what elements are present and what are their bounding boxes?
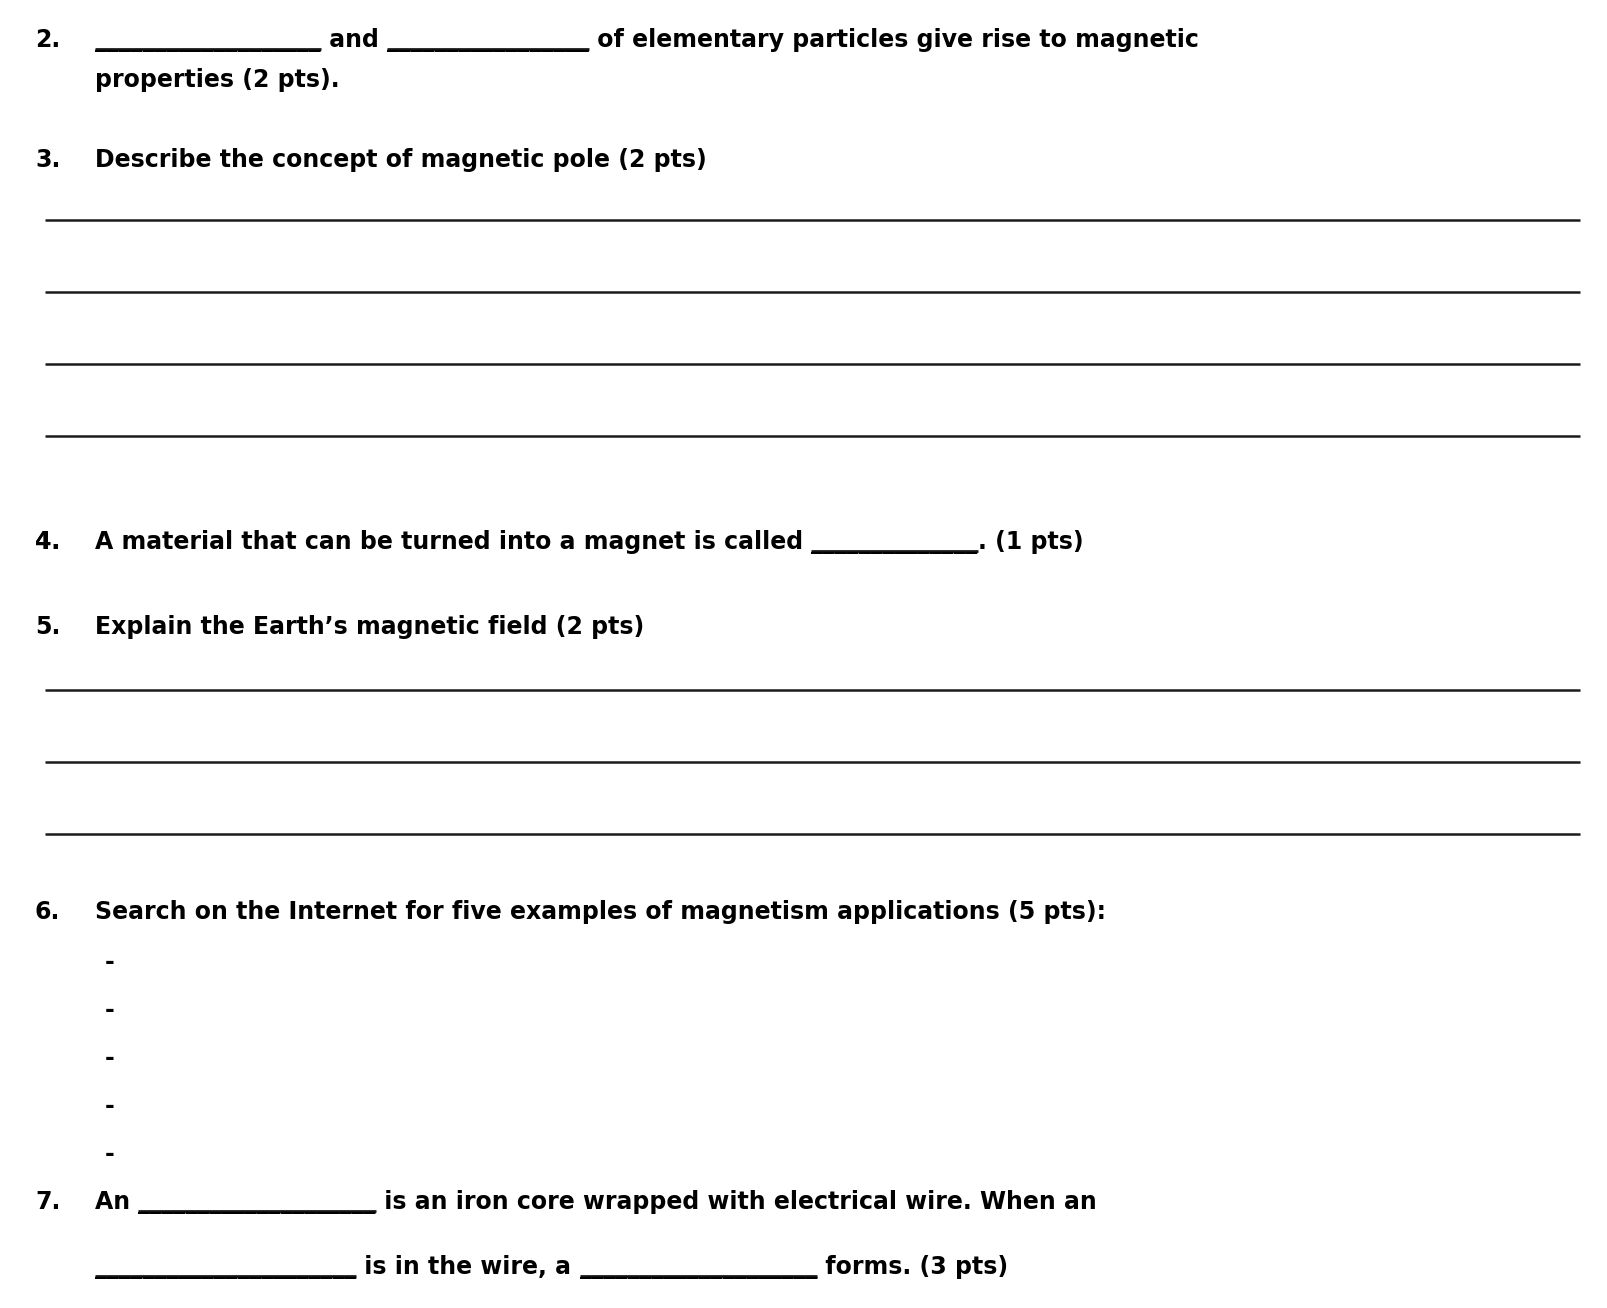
Text: properties (2 pts).: properties (2 pts). xyxy=(95,68,339,92)
Text: 6.: 6. xyxy=(35,900,61,923)
Text: ___________________: ___________________ xyxy=(95,27,321,52)
Text: . (1 pts): . (1 pts) xyxy=(977,530,1083,555)
Text: Explain the Earth’s magnetic field (2 pts): Explain the Earth’s magnetic field (2 pt… xyxy=(95,615,644,640)
Text: Describe the concept of magnetic pole (2 pts): Describe the concept of magnetic pole (2… xyxy=(95,148,707,171)
Text: 7.: 7. xyxy=(35,1190,61,1214)
Text: ______________: ______________ xyxy=(812,530,977,555)
Text: Search on the Internet for five examples of magnetism applications (5 pts):: Search on the Internet for five examples… xyxy=(95,900,1106,923)
Text: 4.: 4. xyxy=(35,530,59,555)
Text: -: - xyxy=(104,998,114,1022)
Text: -: - xyxy=(104,950,114,974)
Text: -: - xyxy=(104,1046,114,1070)
Text: -: - xyxy=(104,1093,114,1118)
Text: 4.: 4. xyxy=(35,530,59,555)
Text: is an iron core wrapped with electrical wire. When an: is an iron core wrapped with electrical … xyxy=(376,1190,1096,1214)
Text: and: and xyxy=(321,27,387,52)
Text: An: An xyxy=(95,1190,138,1214)
Text: ______________________: ______________________ xyxy=(95,1254,357,1279)
Text: ____________________: ____________________ xyxy=(138,1190,376,1214)
Text: 5.: 5. xyxy=(35,615,61,640)
Text: A material that can be turned into a magnet is called: A material that can be turned into a mag… xyxy=(95,530,812,555)
Text: forms. (3 pts): forms. (3 pts) xyxy=(816,1254,1008,1279)
Text: ____________________: ____________________ xyxy=(580,1254,816,1279)
Text: of elementary particles give rise to magnetic: of elementary particles give rise to mag… xyxy=(588,27,1199,52)
Text: _________________: _________________ xyxy=(387,27,588,52)
Text: is in the wire, a: is in the wire, a xyxy=(357,1254,580,1279)
Text: -: - xyxy=(104,1142,114,1165)
Text: 2.: 2. xyxy=(35,27,59,52)
Text: 3.: 3. xyxy=(35,148,61,171)
